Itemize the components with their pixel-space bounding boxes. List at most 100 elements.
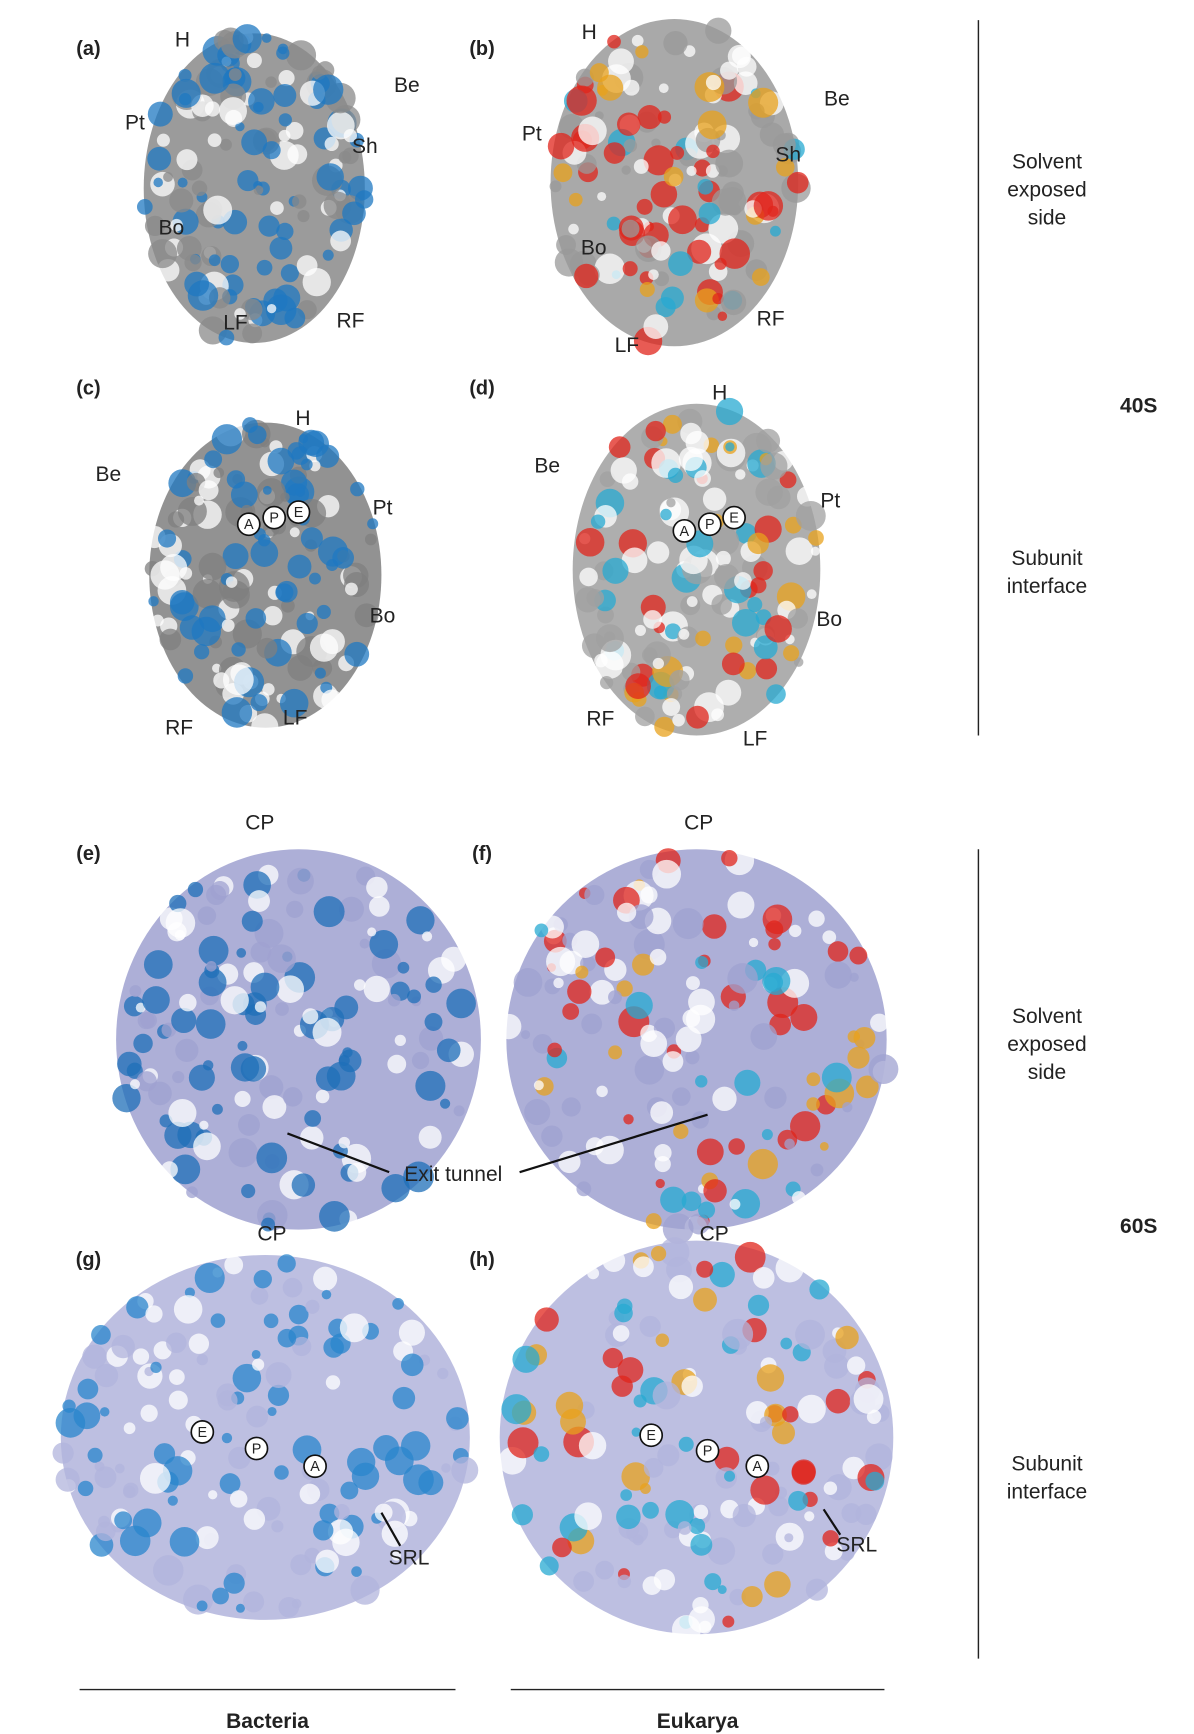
site-label: A [753,1459,763,1475]
structure-detail [643,641,671,669]
structure-detail [312,1017,342,1047]
structure-detail [770,225,781,237]
structure-detail [810,1163,824,1177]
structure-detail [350,481,365,497]
structure-detail [219,1473,241,1494]
structure-detail [345,582,358,596]
structure-detail [704,1573,722,1591]
structure-detail [697,178,714,195]
site-marker [639,1423,664,1448]
structure-detail [165,908,196,938]
structure-detail [790,1111,821,1142]
structure-detail [782,1406,799,1423]
structure-detail [265,76,277,88]
structure-detail [575,965,589,979]
structure-detail [712,1086,737,1111]
structure-detail [764,615,792,643]
annotation: H [295,407,310,430]
structure-detail [196,1353,208,1366]
structure-detail [194,1262,225,1293]
structure-detail [683,45,696,57]
structure-detail [512,1345,540,1373]
site-label: P [269,511,279,527]
structure-detail [114,1463,125,1474]
structure-detail [622,261,638,277]
view-label-line: Subunit [1011,546,1082,569]
structure-detail [212,1103,223,1115]
structure-detail [195,1009,226,1039]
structure-detail [678,1436,694,1452]
annotation: Pt [522,123,542,146]
structure-detail [407,989,421,1004]
structure-detail [267,1384,290,1406]
annotation: SRL [389,1547,430,1570]
site-marker [190,1420,215,1444]
structure-detail [403,1464,434,1496]
view-label-line: exposed [1007,178,1086,201]
structure-detail [768,937,781,951]
structure-detail [695,955,709,970]
structure-detail [693,1287,717,1312]
structure-detail [715,550,731,566]
structure-detail [319,1200,350,1232]
structure-detail [240,1056,267,1082]
structure-detail [549,180,562,193]
structure-detail [748,937,759,948]
structure-detail [823,1481,838,1495]
structure-detail [792,1191,806,1205]
structure-detail [276,975,305,1003]
structure-detail [621,1462,650,1491]
structure-detail [381,1174,410,1203]
structure-detail [660,286,684,310]
annotation: Bo [370,605,396,628]
structure-detail [171,1007,197,1034]
structure-detail [223,1572,245,1594]
structure-detail [334,995,359,1020]
structure-detail [234,1090,251,1108]
structure-detail [241,129,268,156]
structure-detail [77,1378,99,1400]
structure-detail [296,255,318,276]
structure-detail [52,1442,74,1464]
structure-detail [159,628,182,651]
structure-detail [245,608,267,629]
structure-detail [253,185,264,196]
structure-detail [220,254,240,274]
structure-detail [714,563,740,590]
structure-detail [607,34,621,49]
structure-detail [150,1361,162,1374]
structure-detail [788,1490,809,1511]
structure-detail [841,1503,862,1524]
structure-detail [238,1113,260,1136]
structure-detail [276,46,290,60]
structure-detail [313,1266,338,1291]
structure-detail [225,576,238,588]
structure-detail [696,1260,714,1278]
annotation: Pt [125,112,145,135]
structure-detail [392,1386,416,1410]
annotation: Be [534,454,560,477]
structure-detail [546,946,576,977]
structure-detail [750,577,767,594]
subunit-label: 60S [1120,1215,1157,1238]
structure-detail [424,1013,443,1031]
structure-detail [562,1003,580,1020]
structure-detail [870,1013,889,1032]
structure-detail [296,612,318,635]
structure-detail [842,1102,853,1113]
structure-detail [309,633,339,662]
structure-detail [853,1026,876,1049]
structure-detail [677,1521,692,1535]
structure-detail [727,891,755,919]
structure-detail [332,547,354,569]
structure-detail [685,1050,700,1065]
structure-detail [353,979,366,991]
structure-detail [729,1198,741,1210]
structure-detail [575,528,605,557]
structure-detail [290,1554,312,1576]
structure-detail [797,1394,826,1424]
structure-detail [292,1336,312,1357]
structure-detail [363,975,390,1003]
structure-detail [173,1295,203,1324]
structure-detail [696,1138,724,1166]
